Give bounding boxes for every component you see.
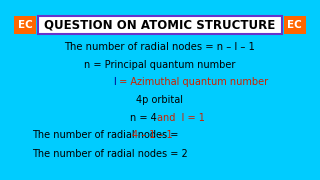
Text: The number of radial nodes = 2: The number of radial nodes = 2 (32, 149, 188, 159)
Text: EC: EC (287, 20, 302, 30)
FancyBboxPatch shape (284, 16, 306, 34)
Text: l: l (113, 77, 116, 87)
Text: 4 – 1 – 1: 4 – 1 – 1 (132, 130, 173, 140)
Text: The number of radial nodes =: The number of radial nodes = (32, 130, 185, 140)
Text: and  l = 1: and l = 1 (157, 112, 204, 123)
Text: QUESTION ON ATOMIC STRUCTURE: QUESTION ON ATOMIC STRUCTURE (44, 18, 276, 31)
Text: = Azimuthal quantum number: = Azimuthal quantum number (116, 77, 268, 87)
Text: n = Principal quantum number: n = Principal quantum number (84, 60, 236, 70)
Text: The number of radial nodes = n – l – 1: The number of radial nodes = n – l – 1 (65, 42, 255, 52)
Text: EC: EC (18, 20, 33, 30)
Text: 4p orbital: 4p orbital (137, 95, 183, 105)
Text: n = 4: n = 4 (130, 112, 166, 123)
FancyBboxPatch shape (14, 16, 36, 34)
FancyBboxPatch shape (38, 16, 282, 34)
